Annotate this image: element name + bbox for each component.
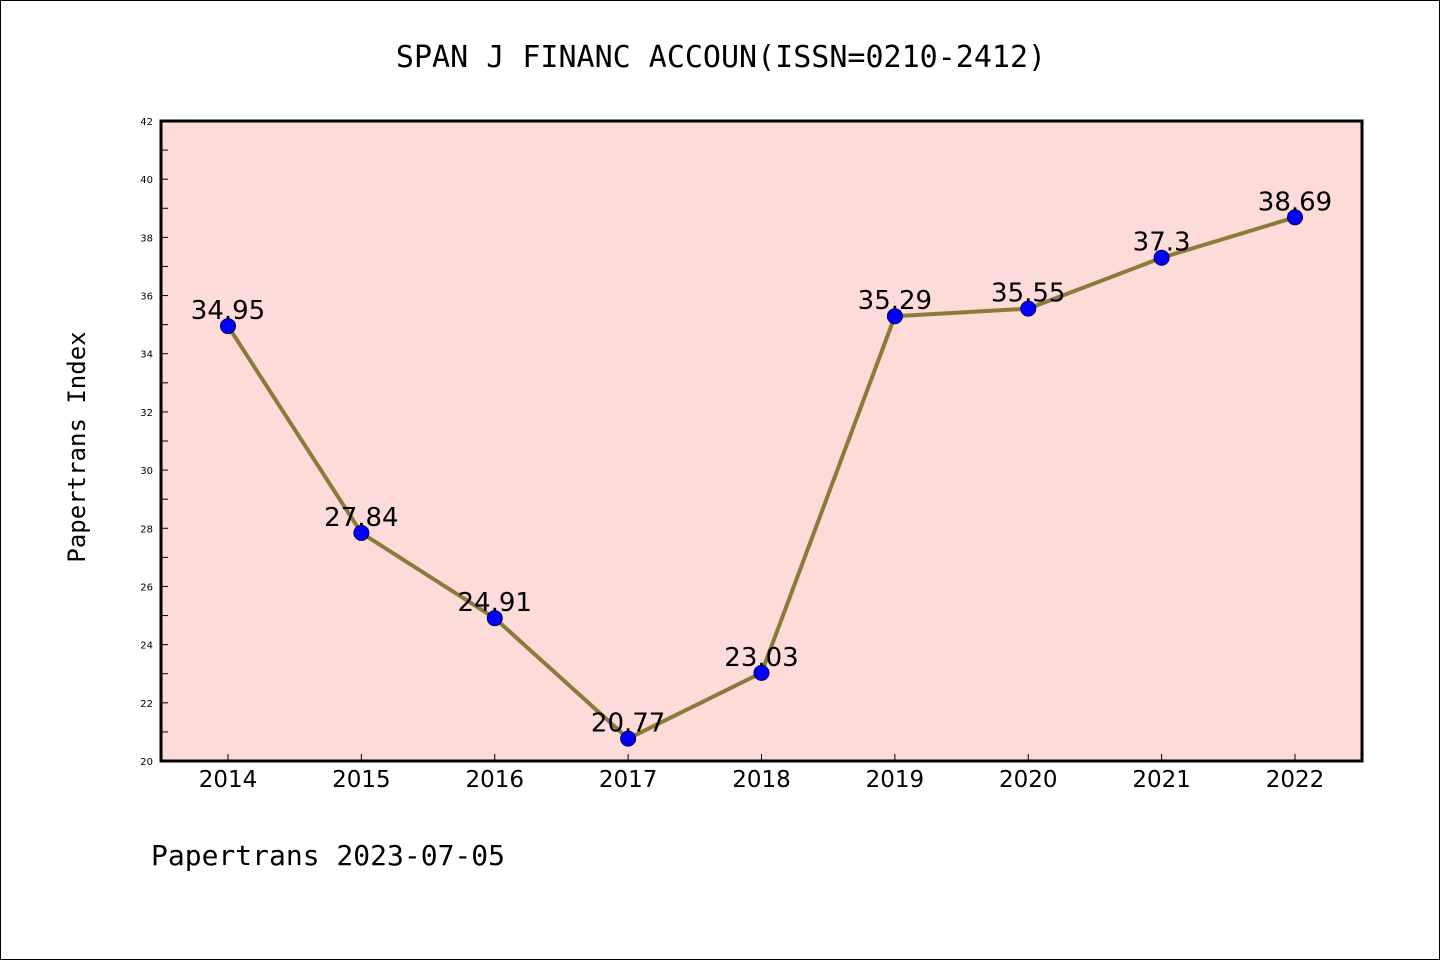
data-point-marker [886,308,903,325]
y-tick-label: 26 [140,582,153,593]
data-label: 37.3 [1133,228,1191,258]
data-label: 35.55 [991,279,1065,309]
y-tick-label: 34 [140,350,153,361]
data-label: 35.29 [858,286,932,316]
data-label: 24.91 [458,588,532,618]
x-tick-label: 2018 [732,767,791,793]
series-markers [220,209,1303,747]
x-tick-label: 2021 [1132,767,1191,793]
x-tick-label: 2016 [465,767,524,793]
y-tick-label: 28 [140,524,153,535]
data-point-marker [1153,249,1170,266]
data-point-marker [1287,209,1303,226]
data-label: 34.95 [191,296,265,326]
data-label: 23.03 [724,643,798,673]
x-tick-label: 2015 [332,767,391,793]
chart-title: SPAN J FINANC ACCOUN(ISSN=0210-2412) [396,40,1046,75]
x-tick-label: 2020 [999,767,1058,793]
footer-date: Papertrans 2023-07-05 [151,839,505,872]
data-point-marker [620,730,637,747]
data-point-marker [353,524,370,541]
y-tick-label: 40 [140,175,153,186]
y-tick-label: 32 [140,408,153,419]
plot-area [161,121,1362,761]
y-tick-label: 42 [140,117,153,128]
data-point-marker [1020,300,1037,317]
x-tick-label: 2019 [866,767,925,793]
y-tick-label: 38 [140,233,153,244]
data-label: 38.69 [1258,187,1332,217]
y-tick-label: 20 [140,757,153,768]
y-tick-label: 22 [140,699,153,710]
y-tick-label: 36 [140,292,153,303]
y-tick-label: 30 [140,466,153,477]
x-tick-label: 2014 [199,767,258,793]
data-label: 20.77 [591,709,665,739]
data-labels: 34.95 27.84 24.91 20.77 23.03 35.29 35.55 37.3 3… [191,187,1332,738]
data-label: 27.84 [324,503,398,533]
plot-frame [159,119,1364,763]
data-point-marker [220,318,236,335]
x-axis-ticks: 2014 2015 2016 2017 2018 2019 2020 2021 2022 [199,754,1325,793]
x-tick-label: 2017 [599,767,658,793]
data-point-marker [486,610,503,627]
y-tick-label: 24 [140,641,153,652]
x-tick-label: 2022 [1266,767,1325,793]
data-point-marker [753,664,770,681]
y-axis-label: Papertrans Index [63,331,91,562]
